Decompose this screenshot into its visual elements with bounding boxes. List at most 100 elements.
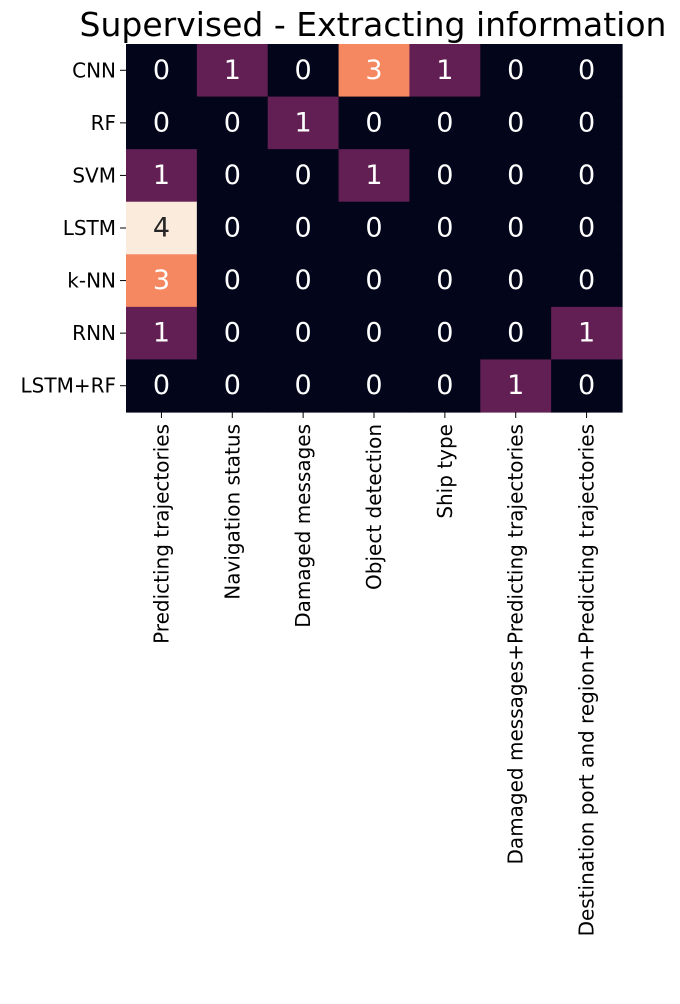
cell-value-label: 0	[224, 265, 241, 296]
cell-value-label: 0	[224, 370, 241, 401]
cell-value-label: 1	[295, 107, 312, 138]
heatmap-cell	[338, 306, 411, 361]
cell-value-label: 0	[224, 160, 241, 191]
x-tick-label: Ship type	[433, 424, 457, 519]
heatmap-cell	[126, 306, 198, 361]
cell-value-label: 0	[436, 107, 453, 138]
heatmap-cell	[338, 254, 411, 308]
chart-title: Supervised - Extracting information	[80, 5, 667, 44]
y-tick-label: LSTM	[63, 216, 116, 240]
cell-value-label: 0	[507, 213, 524, 244]
y-tick-label: k-NN	[67, 269, 116, 293]
cell-value-label: 0	[365, 213, 382, 244]
heatmap-cell	[551, 201, 623, 255]
heatmap-cell	[480, 359, 552, 413]
heatmap-cell	[409, 96, 481, 150]
cell-value-label: 1	[436, 55, 453, 86]
heatmap-cell	[126, 201, 198, 255]
heatmap-cell	[267, 44, 340, 98]
heatmap-cell	[126, 96, 198, 150]
cell-value-label: 0	[578, 370, 595, 401]
cell-value-label: 0	[295, 265, 312, 296]
heatmap-cell	[267, 201, 340, 255]
y-tick-label: LSTM+RF	[21, 374, 116, 398]
cell-value-label: 0	[507, 107, 524, 138]
cell-value-label: 0	[436, 370, 453, 401]
heatmap-cell	[196, 306, 269, 361]
heatmap-cell	[267, 306, 340, 361]
heatmap-cell	[126, 254, 198, 308]
heatmap-cell	[480, 149, 552, 203]
heatmap-cell	[409, 44, 481, 98]
heatmap-cell	[267, 359, 340, 413]
cell-value-label: 3	[153, 265, 170, 296]
heatmap-cell	[409, 201, 481, 255]
cell-value-label: 0	[436, 213, 453, 244]
cell-value-label: 1	[224, 55, 241, 86]
cell-value-label: 0	[436, 265, 453, 296]
cell-value-label: 0	[295, 318, 312, 349]
cell-value-label: 0	[507, 265, 524, 296]
heatmap-cell	[196, 96, 269, 150]
cell-value-label: 0	[507, 318, 524, 349]
cell-value-label: 0	[507, 160, 524, 191]
heatmap-cell	[480, 306, 552, 361]
cell-value-label: 0	[578, 107, 595, 138]
cell-value-label: 0	[436, 160, 453, 191]
heatmap-cell	[196, 149, 269, 203]
heatmap-cell	[338, 96, 411, 150]
x-tick-label: Predicting trajectories	[149, 424, 173, 644]
cell-value-label: 0	[365, 107, 382, 138]
cell-value-label: 0	[365, 318, 382, 349]
cell-value-label: 0	[578, 160, 595, 191]
cell-value-label: 0	[224, 213, 241, 244]
heatmap-cell	[126, 149, 198, 203]
heatmap-cell	[338, 201, 411, 255]
cell-value-label: 0	[295, 160, 312, 191]
heatmap-cell	[196, 359, 269, 413]
y-tick-label: SVM	[72, 163, 116, 187]
cell-value-label: 0	[578, 55, 595, 86]
heatmap-cell	[551, 359, 623, 413]
cell-value-label: 0	[295, 370, 312, 401]
cell-value-label: 1	[578, 318, 595, 349]
heatmap-cell	[551, 44, 623, 98]
cell-value-label: 0	[295, 213, 312, 244]
cell-value-label: 4	[153, 213, 170, 244]
heatmap-cell	[480, 201, 552, 255]
heatmap-cell	[480, 44, 552, 98]
x-tick-label: Object detection	[362, 424, 386, 590]
heatmap-cell	[551, 96, 623, 150]
cell-value-label: 0	[224, 318, 241, 349]
heatmap-cell	[409, 306, 481, 361]
cell-value-label: 1	[153, 318, 170, 349]
heatmap-cell	[551, 149, 623, 203]
x-tick-label: Navigation status	[220, 424, 244, 600]
cell-value-label: 0	[578, 213, 595, 244]
heatmap-cell	[551, 254, 623, 308]
cell-value-label: 0	[295, 55, 312, 86]
heatmap-cell	[267, 149, 340, 203]
heatmap-cell	[409, 359, 481, 413]
heatmap-cell	[126, 359, 198, 413]
y-axis-ticks: CNN RF SVM LSTM k-NN RNN LSTM+RF	[21, 58, 126, 398]
cell-value-label: 0	[153, 107, 170, 138]
y-tick-label: CNN	[72, 58, 116, 82]
x-tick-label: Damaged messages	[291, 424, 315, 628]
heatmap-cells: 0 1 0 3 1 0 0 0 0 1 0 0 0 0 1 0 0 1 0 0 0 4 0 0 0 0 0 0 3 0 0 0 0 0 0 1 0 0 0 0…	[126, 44, 623, 413]
cell-value-label: 0	[578, 265, 595, 296]
heatmap-cell	[338, 44, 411, 98]
cell-value-label: 0	[436, 318, 453, 349]
heatmap-cell	[480, 96, 552, 150]
cell-value-label: 3	[365, 55, 382, 86]
heatmap-cell	[126, 44, 198, 98]
cell-value-label: 0	[153, 370, 170, 401]
heatmap-cell	[338, 149, 411, 203]
cell-value-label: 0	[365, 370, 382, 401]
heatmap-cell	[196, 201, 269, 255]
heatmap-cell	[196, 44, 269, 98]
heatmap-cell	[338, 359, 411, 413]
x-tick-label: Damaged messages+Predicting trajectories	[504, 424, 528, 864]
cell-value-label: 1	[365, 160, 382, 191]
heatmap-cell	[196, 254, 269, 308]
